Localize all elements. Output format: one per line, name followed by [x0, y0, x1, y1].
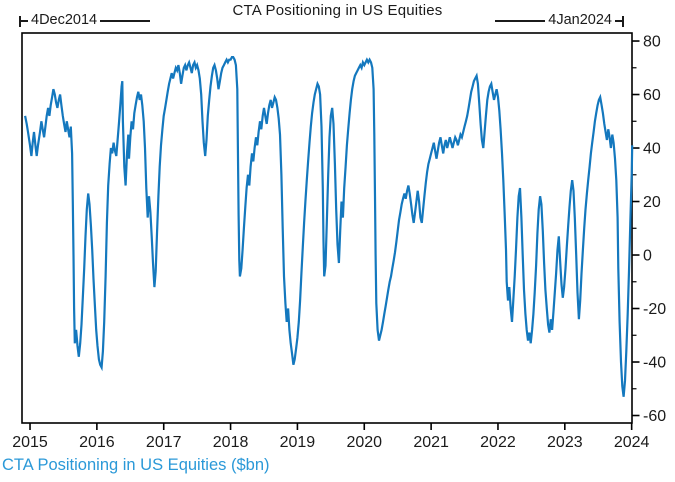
- y-tick-label: -20: [643, 301, 666, 318]
- range-end-line-short: [615, 20, 622, 22]
- y-tick-label: 0: [643, 248, 652, 265]
- data-series-line: [24, 55, 634, 397]
- x-tick-label: 2024: [614, 434, 650, 451]
- x-tick-label: 2018: [213, 434, 249, 451]
- x-tick-label: 2015: [12, 434, 48, 451]
- chart-caption: CTA Positioning in US Equities ($bn): [2, 456, 270, 474]
- range-start-label: 4Dec2014: [31, 12, 98, 28]
- y-tick-label: -60: [643, 408, 666, 425]
- x-tick-label: 2023: [547, 434, 583, 451]
- x-tick-label: 2020: [346, 434, 382, 451]
- y-tick-label: 40: [643, 141, 661, 158]
- y-tick-label: 60: [643, 87, 661, 104]
- x-tick-label: 2022: [480, 434, 516, 451]
- range-end-annotation: 4Jan2024: [495, 12, 624, 29]
- range-start-cap: [19, 15, 21, 27]
- chart-title: CTA Positioning in US Equities: [232, 2, 443, 19]
- range-start-line-short: [21, 20, 28, 22]
- range-start-line-long: [100, 20, 151, 22]
- x-tick-label: 2019: [280, 434, 316, 451]
- range-end-line-long: [495, 20, 546, 22]
- y-tick-label: 20: [643, 194, 661, 211]
- x-tick-label: 2016: [79, 434, 115, 451]
- x-tick-label: 2017: [146, 434, 182, 451]
- range-end-cap: [622, 15, 624, 27]
- x-tick-label: 2021: [413, 434, 449, 451]
- y-tick-label: 80: [643, 34, 661, 51]
- range-end-label: 4Jan2024: [548, 12, 612, 28]
- range-start-annotation: 4Dec2014: [19, 12, 151, 29]
- y-tick-label: -40: [643, 355, 666, 372]
